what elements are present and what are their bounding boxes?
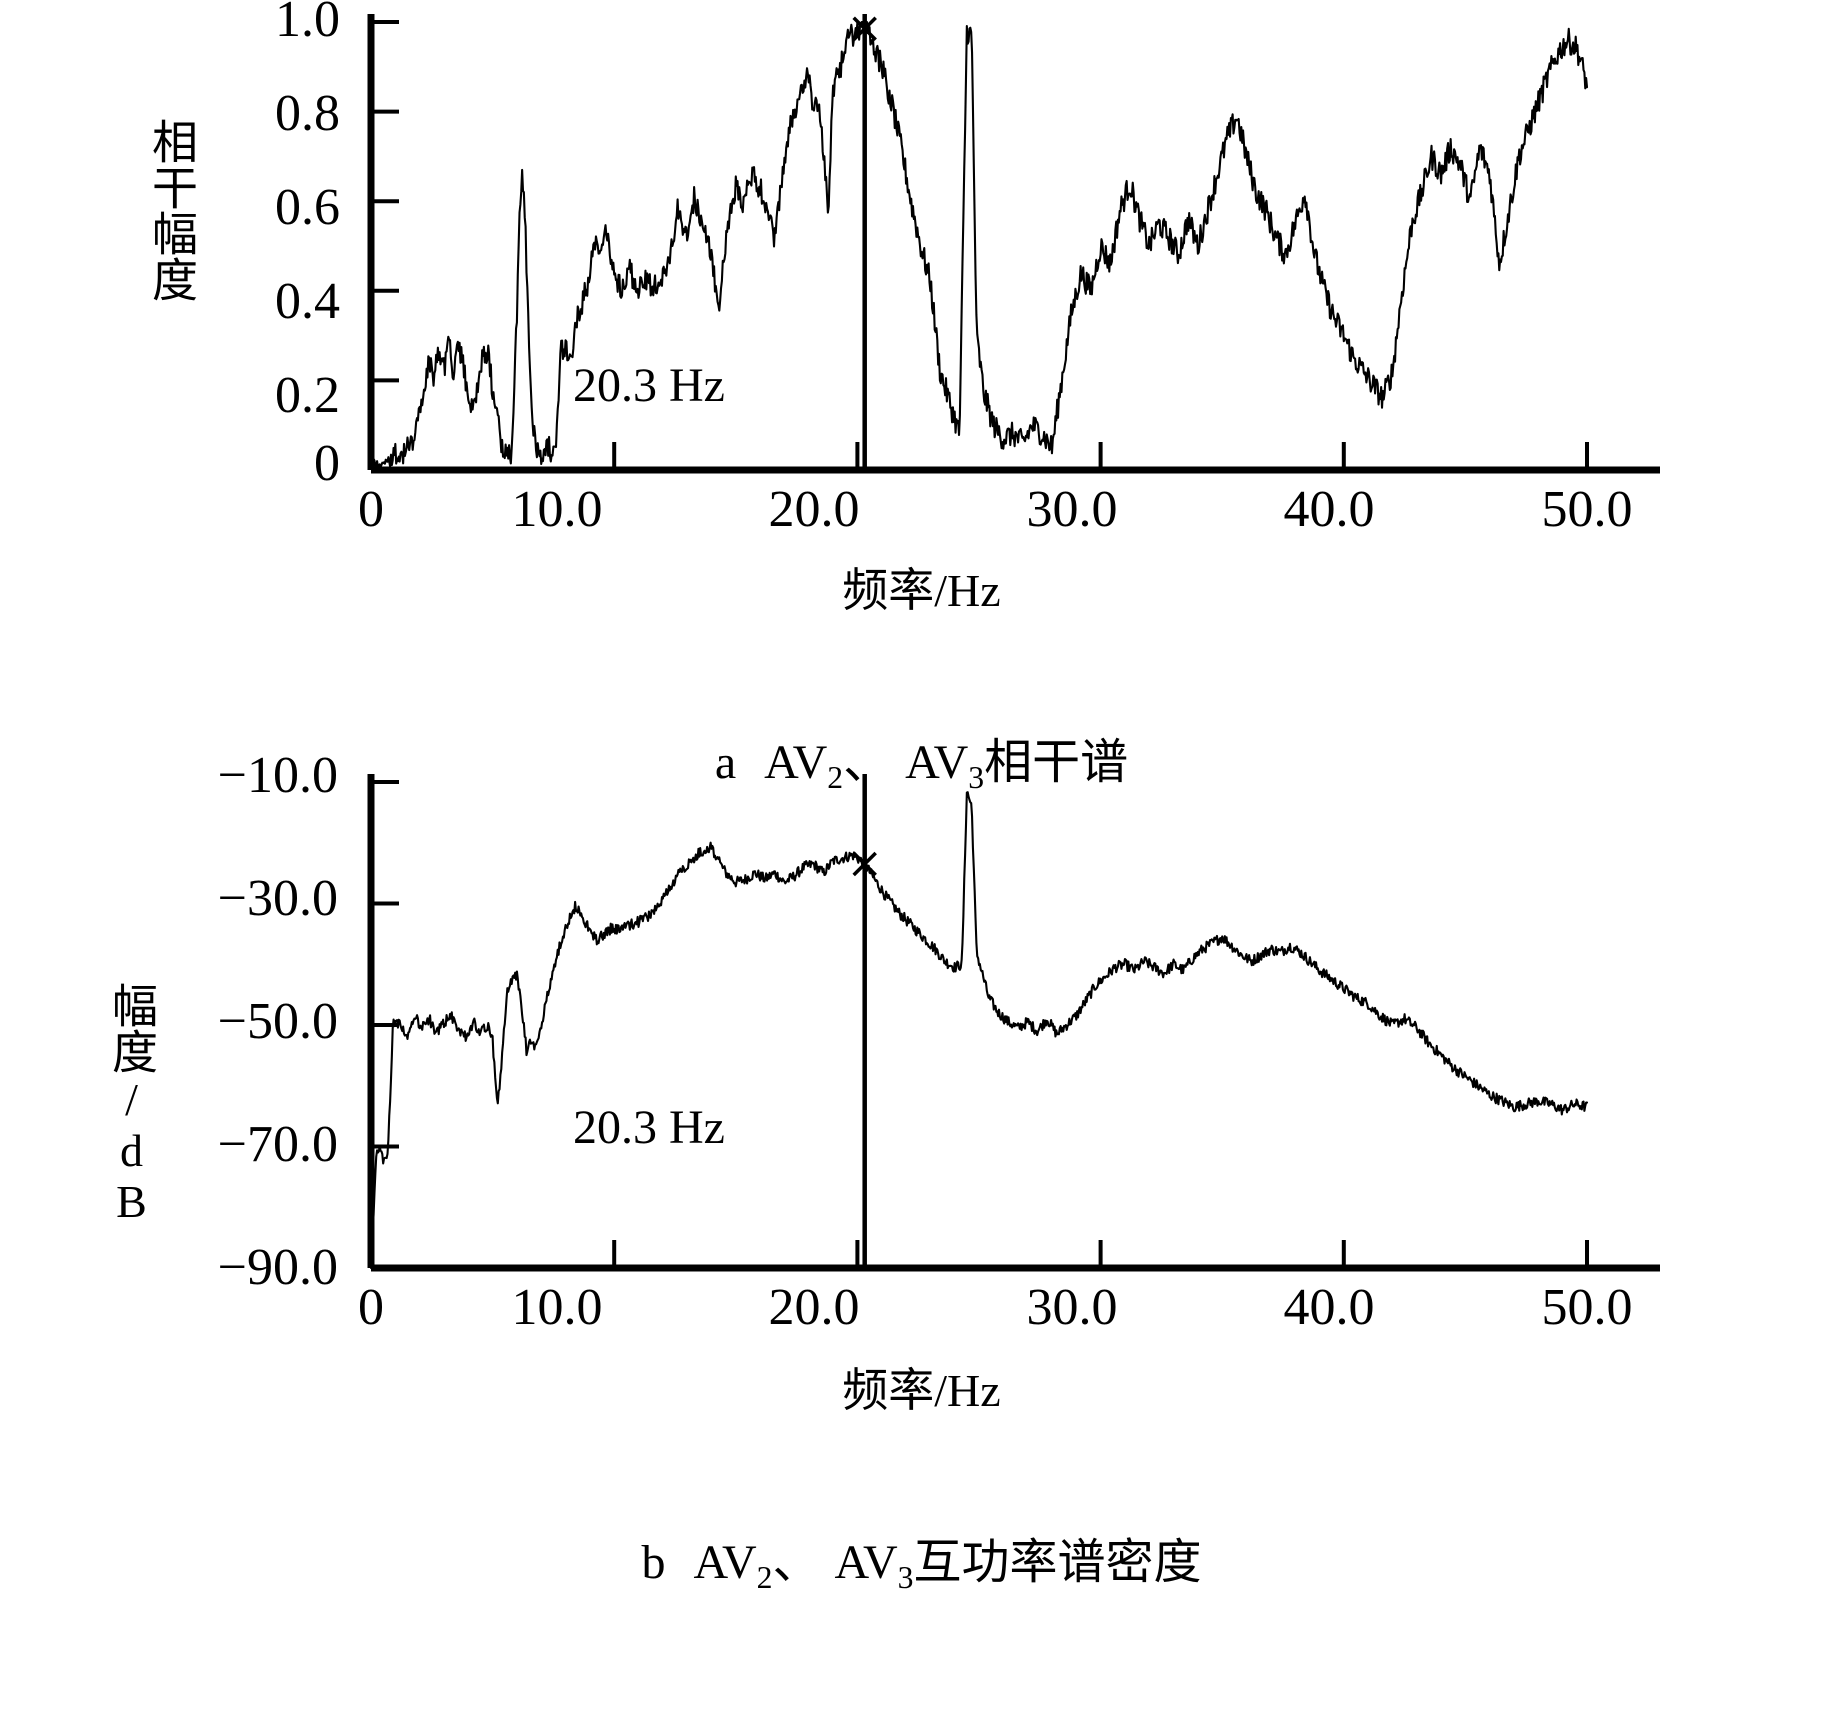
panel-a-plot-area	[367, 14, 1660, 474]
panel-a-caption-sep: 、	[843, 736, 892, 789]
panel-a-caption-sub1: 2	[827, 760, 844, 796]
panel-a-caption-series2: AV	[905, 736, 969, 789]
panel-a-xtick-4: 30.0	[1026, 481, 1118, 538]
panel-a-caption: a AV2、 AV3相干谱	[0, 722, 1843, 796]
panel-b-xtick-6: 50.0	[1541, 1279, 1633, 1336]
panel-a-ytick-6: 0	[314, 435, 340, 492]
panel-a-ytick-5: 0.2	[275, 367, 340, 424]
panel-b-data-trace	[369, 791, 1589, 1270]
panel-a-xtick-2: 10.0	[511, 481, 603, 538]
panel-a-cursor-annotation: 20.3 Hz	[573, 359, 725, 412]
panel-b-caption-series2: AV	[834, 1536, 898, 1589]
panel-b-caption-sub2: 3	[897, 1560, 914, 1596]
panel-b-x-ticks	[369, 1240, 1589, 1268]
panel-a-ytick-4: 0.4	[275, 273, 340, 330]
panel-a-y-axis-title: 相干幅度	[146, 118, 197, 302]
panel-b-x-axis-title: 频率/Hz	[842, 1365, 1001, 1416]
panel-a-ytick-3: 0.6	[275, 179, 340, 236]
panel-a-peak-marker	[852, 16, 877, 41]
panel-b-axes	[367, 774, 1660, 1272]
panel-b-caption-series1: AV	[693, 1536, 757, 1589]
panel-a-ytick-1: 1.0	[275, 0, 340, 48]
panel-b-ytick-3: −50.0	[217, 993, 338, 1050]
panel-a-data-trace	[369, 20, 1589, 469]
panel-a-coherence-spectrum: 相干幅度 1.0 0.8 0.6 0.4 0.2 0 20.3 Hz 0 10.…	[0, 0, 1843, 830]
panel-b-cursor-annotation: 20.3 Hz	[573, 1101, 725, 1154]
panel-b-xtick-3: 20.0	[768, 1279, 860, 1336]
panel-a-x-axis-title: 频率/Hz	[842, 565, 1001, 616]
peak-marker-stroke	[852, 16, 877, 41]
peak-marker-stroke	[852, 851, 877, 877]
panel-a-ytick-2: 0.8	[275, 85, 340, 142]
panel-a-caption-series1: AV	[764, 736, 828, 789]
panel-b-caption-sep: 、	[772, 1536, 821, 1589]
panel-b-ytick-2: −30.0	[217, 870, 338, 927]
panel-b-ytick-5: −90.0	[217, 1239, 338, 1296]
panel-b-y-axis-title: 幅度/dB	[106, 982, 157, 1227]
panel-b-caption: b AV2、 AV3互功率谱密度	[0, 1522, 1843, 1596]
panel-a-xtick-3: 20.0	[768, 481, 860, 538]
panel-a-xtick-6: 50.0	[1541, 481, 1633, 538]
panel-b-peak-marker	[852, 851, 877, 877]
panel-a-caption-sub2: 3	[968, 760, 985, 796]
panel-b-xtick-1: 0	[358, 1279, 384, 1336]
panel-b-caption-tail: 互功率谱密度	[913, 1536, 1202, 1589]
panel-b-ytick-4: −70.0	[217, 1116, 338, 1173]
panel-a-y-ticks	[371, 20, 399, 472]
panel-a-xtick-1: 0	[358, 481, 384, 538]
panel-a-axes	[367, 14, 1660, 474]
panel-b-caption-letter: b	[641, 1536, 666, 1589]
panel-b-cross-power-spectral-density: 幅度/dB −10.0 −30.0 −50.0 −70.0 −90.0 20.3…	[0, 750, 1843, 1734]
panel-b-caption-sub1: 2	[756, 1560, 773, 1596]
panel-b-xtick-2: 10.0	[511, 1279, 603, 1336]
panel-a-caption-letter: a	[714, 736, 737, 789]
panel-b-ytick-1: −10.0	[217, 747, 338, 804]
panel-b-plot-area	[367, 774, 1660, 1272]
panel-a-xtick-5: 40.0	[1283, 481, 1375, 538]
panel-b-xtick-5: 40.0	[1283, 1279, 1375, 1336]
panel-a-caption-tail: 相干谱	[984, 736, 1129, 789]
panel-b-xtick-4: 30.0	[1026, 1279, 1118, 1336]
